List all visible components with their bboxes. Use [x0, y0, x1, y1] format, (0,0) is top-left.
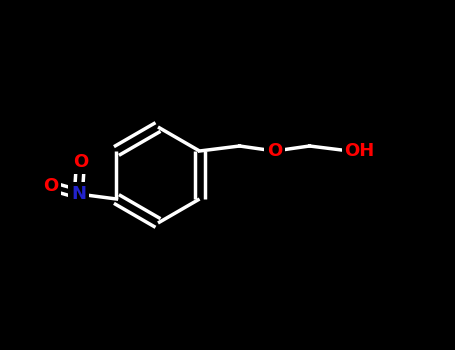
Text: OH: OH: [344, 142, 375, 160]
Text: O: O: [267, 142, 282, 160]
Text: N: N: [71, 185, 86, 203]
Text: O: O: [43, 177, 58, 195]
Text: O: O: [73, 153, 88, 171]
